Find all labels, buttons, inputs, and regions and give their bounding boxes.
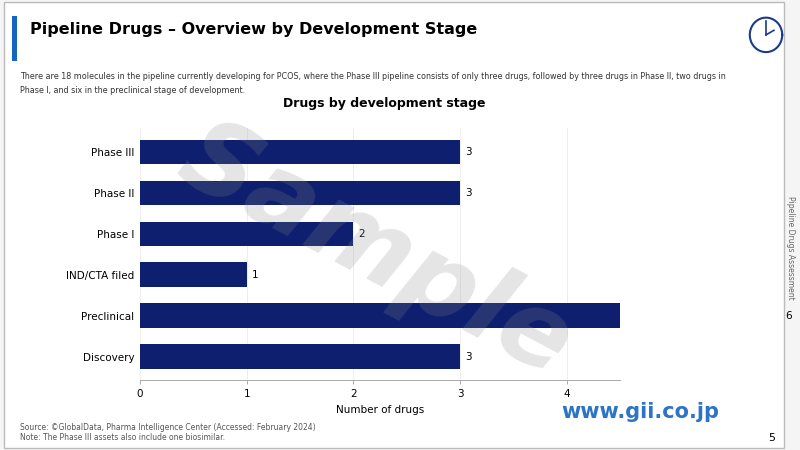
Text: 3: 3 [466,188,472,198]
Text: Phase I, and six in the preclinical stage of development.: Phase I, and six in the preclinical stag… [20,86,245,95]
Bar [140,180,460,205]
Text: 2: 2 [358,229,366,239]
Bar [140,262,246,287]
Text: 6: 6 [786,310,792,320]
Text: Note: The Phase III assets also include one biosimilar.: Note: The Phase III assets also include … [20,433,225,442]
Text: 3: 3 [466,147,472,157]
Text: 3: 3 [466,351,472,361]
Bar [12,16,17,61]
Bar [140,344,460,369]
Text: 1: 1 [252,270,258,280]
Text: Drugs by development stage: Drugs by development stage [282,97,486,110]
Bar [140,221,354,246]
X-axis label: Number of drugs: Number of drugs [336,405,424,415]
Text: Sample: Sample [163,107,589,397]
Bar [140,140,460,164]
Text: www.gii.co.jp: www.gii.co.jp [561,402,719,422]
Bar [140,303,780,328]
Text: Pipeline Drugs – Overview by Development Stage: Pipeline Drugs – Overview by Development… [30,22,478,37]
Text: Source: ©GlobalData, Pharma Intelligence Center (Accessed: February 2024): Source: ©GlobalData, Pharma Intelligence… [20,423,316,432]
Text: 5: 5 [769,433,775,443]
Text: Pipeline Drugs Assessment: Pipeline Drugs Assessment [786,196,795,299]
Text: There are 18 molecules in the pipeline currently developing for PCOS, where the : There are 18 molecules in the pipeline c… [20,72,726,81]
